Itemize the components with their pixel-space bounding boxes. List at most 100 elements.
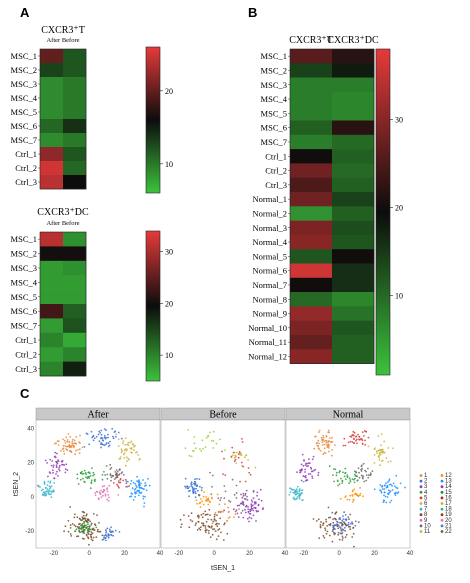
scatter-point	[88, 443, 91, 446]
scatter-point	[198, 502, 201, 505]
scatter-point	[82, 514, 85, 517]
scatter-point	[381, 488, 384, 490]
scatter-point	[117, 431, 120, 434]
scatter-point	[389, 501, 391, 504]
scatter-point	[199, 526, 202, 529]
scatter-point	[44, 459, 47, 462]
scatter-point	[87, 523, 89, 526]
scatter-point	[325, 532, 328, 535]
scatter-point	[365, 474, 368, 476]
scatter-point	[148, 484, 151, 487]
scatter-point	[49, 480, 52, 483]
scatter-point	[111, 427, 114, 430]
scatter-point	[363, 435, 365, 437]
scatter-point	[295, 491, 298, 494]
scatter-point	[79, 531, 81, 534]
scatter-point	[242, 495, 245, 497]
x-tick-label: 40	[282, 551, 289, 557]
legend-swatch	[419, 485, 423, 489]
heatmap-row-label: Normal_9	[253, 309, 287, 319]
scatter-point	[211, 533, 214, 536]
scatter-point	[104, 539, 107, 542]
scatter-point	[64, 525, 67, 528]
scatter-point	[136, 480, 139, 482]
scatter-point	[212, 521, 215, 523]
scatter-point	[348, 518, 350, 520]
scatter-point	[89, 520, 91, 523]
heatmap-cell	[63, 332, 87, 348]
scatter-point	[107, 445, 110, 448]
scatter-point	[121, 471, 124, 473]
scatter-point	[329, 516, 332, 519]
scatter-point	[44, 486, 47, 489]
scatter-point	[90, 538, 93, 541]
scatter-point	[212, 447, 215, 449]
scatter-point	[200, 489, 203, 492]
heatmap-cell	[290, 320, 333, 336]
scatter-point	[74, 453, 76, 456]
scatter-point	[75, 436, 78, 438]
scatter-point	[105, 531, 107, 534]
scatter-point	[142, 495, 145, 498]
scatter-point	[217, 535, 220, 537]
scatter-point	[210, 439, 213, 442]
legend-swatch	[419, 513, 423, 517]
scatter-point	[299, 494, 302, 497]
scatter-point	[80, 524, 82, 527]
scatter-point	[46, 488, 49, 490]
heatmap-row-label: Ctrl_1	[15, 335, 37, 345]
scatter-point	[197, 521, 200, 523]
heatmap-cell	[290, 91, 333, 107]
scatter-point	[351, 434, 353, 437]
heatmap-row-label: MSC_1	[11, 234, 37, 244]
scatter-point	[85, 513, 88, 516]
scatter-point	[331, 511, 334, 514]
scatter-point	[102, 494, 104, 497]
scatter-point	[90, 481, 93, 483]
scatter-point	[319, 523, 322, 526]
scatter-point	[52, 489, 55, 492]
scatter-point	[234, 513, 237, 516]
scatter-point	[91, 539, 94, 542]
scatter-point	[77, 483, 80, 485]
scatter-point	[76, 477, 79, 480]
scatter-point	[222, 539, 225, 541]
scatter-point	[57, 459, 59, 461]
scatter-point	[143, 505, 145, 508]
scatter-point	[324, 529, 327, 531]
scatter-point	[82, 477, 84, 480]
legend-label: 20	[445, 518, 452, 524]
scatter-point	[78, 441, 81, 444]
scatter-point	[344, 444, 347, 447]
scatter-point	[72, 443, 74, 445]
scatter-point	[384, 484, 386, 487]
legend-swatch	[419, 479, 423, 483]
scatter-point	[87, 536, 89, 538]
scatter-point	[211, 474, 214, 477]
scatter-point	[94, 480, 96, 483]
scatter-point	[46, 484, 49, 486]
scatter-point	[349, 513, 352, 516]
scatter-point	[305, 476, 307, 479]
legend-label: 17	[445, 501, 452, 507]
scatter-point	[333, 531, 335, 534]
heatmap-row-label: MSC_2	[261, 65, 287, 75]
heatmap-cell	[332, 277, 375, 293]
scatter-point	[56, 452, 58, 455]
scatter-point	[90, 528, 92, 531]
scatter-point	[363, 430, 366, 432]
heatmap-cell	[290, 49, 333, 64]
heatmap-cell	[63, 105, 87, 120]
legend-label: 13	[445, 479, 452, 485]
scatter-point	[237, 516, 240, 518]
scatter-point	[83, 469, 86, 472]
scatter-point	[197, 516, 200, 519]
heatmap-colorbar-tick-label: 20	[395, 204, 403, 213]
scatter-point	[257, 504, 260, 507]
scatter-point	[136, 475, 139, 478]
scatter-point	[318, 537, 321, 539]
scatter-point	[188, 495, 191, 498]
heatmap-row-label: MSC_4	[261, 94, 288, 104]
scatter-point	[197, 489, 199, 492]
